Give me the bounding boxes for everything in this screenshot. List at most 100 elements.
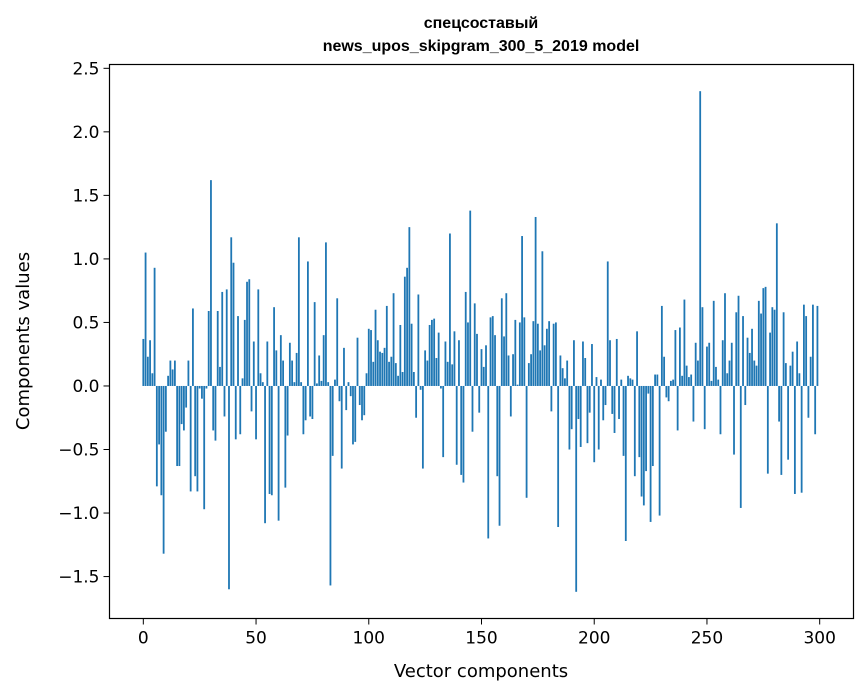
bar — [155, 385, 158, 487]
bar — [178, 385, 181, 467]
bar — [647, 385, 650, 394]
bar — [530, 354, 532, 386]
bar — [719, 385, 722, 435]
bar — [469, 210, 472, 386]
bar — [679, 327, 681, 386]
bar — [347, 382, 350, 386]
bar — [656, 374, 659, 386]
bars-group — [142, 91, 819, 592]
bar — [694, 342, 697, 386]
bar — [372, 361, 375, 386]
bar — [198, 385, 201, 389]
bar — [573, 340, 575, 386]
bar — [234, 385, 237, 440]
bar — [370, 330, 372, 386]
bar — [478, 385, 481, 413]
bar — [564, 378, 566, 386]
bar — [194, 385, 197, 477]
bar — [584, 358, 587, 386]
bar — [142, 338, 145, 386]
bar — [381, 352, 384, 386]
bar — [316, 383, 318, 386]
bar — [473, 303, 476, 386]
bar — [232, 262, 235, 386]
bar — [277, 385, 280, 521]
x-axis-label: Vector components — [394, 661, 568, 682]
bar — [476, 333, 478, 386]
bar — [417, 294, 420, 386]
bar — [446, 361, 449, 386]
bar — [654, 374, 656, 386]
bar — [733, 385, 735, 455]
x-tick-label: 300 — [803, 629, 835, 649]
bar — [241, 378, 244, 386]
bar — [812, 304, 814, 386]
bar — [345, 385, 348, 411]
y-tick-label: −1.0 — [58, 504, 99, 524]
bar — [365, 373, 368, 386]
bar — [487, 385, 490, 539]
bar — [367, 328, 370, 386]
bar — [230, 237, 233, 386]
bar — [223, 385, 226, 417]
x-tick-label: 200 — [578, 629, 610, 649]
bar — [789, 365, 792, 386]
bar — [257, 289, 260, 386]
bar — [618, 385, 620, 420]
y-axis-label: Components values — [13, 252, 34, 430]
bar — [604, 385, 607, 406]
bar — [264, 385, 266, 524]
bar — [408, 227, 411, 386]
bar — [796, 341, 799, 386]
bar — [532, 321, 535, 386]
bar — [784, 363, 787, 386]
bar — [640, 385, 643, 497]
bar — [712, 300, 715, 386]
bar — [252, 341, 255, 386]
bar — [160, 385, 163, 496]
bar — [500, 298, 503, 386]
bar — [471, 385, 474, 432]
bar — [440, 385, 442, 389]
bar — [665, 385, 668, 398]
bar — [744, 385, 747, 406]
bar — [685, 365, 688, 386]
bar — [699, 91, 702, 386]
bar — [158, 385, 160, 445]
bar — [566, 360, 569, 386]
bar — [737, 295, 740, 386]
bar — [250, 385, 253, 412]
bar — [144, 252, 147, 386]
bar — [624, 385, 627, 541]
bar — [692, 385, 695, 422]
bar — [385, 305, 388, 386]
bar — [552, 323, 555, 386]
bar — [690, 374, 693, 386]
bar — [798, 373, 801, 386]
bar — [717, 379, 720, 386]
bar — [376, 340, 379, 386]
bar — [769, 332, 771, 386]
bar — [579, 385, 582, 447]
bar — [419, 385, 422, 390]
bar — [383, 347, 386, 386]
bar — [189, 385, 192, 492]
bar — [548, 321, 551, 386]
bar — [228, 385, 230, 590]
bar — [710, 380, 713, 386]
bar — [201, 385, 203, 399]
bar — [210, 180, 212, 386]
bar — [356, 337, 359, 386]
bar — [642, 385, 645, 506]
bar — [379, 351, 381, 386]
bar — [667, 385, 670, 402]
bar — [728, 360, 731, 386]
bar — [555, 322, 557, 386]
chart-title-line-2: news_upos_skipgram_300_5_2019 model — [323, 38, 640, 55]
bar — [192, 308, 194, 386]
bar — [753, 360, 756, 386]
bar — [187, 360, 190, 386]
bar — [541, 251, 544, 386]
bar — [724, 293, 726, 386]
x-tick-label: 250 — [691, 629, 723, 649]
